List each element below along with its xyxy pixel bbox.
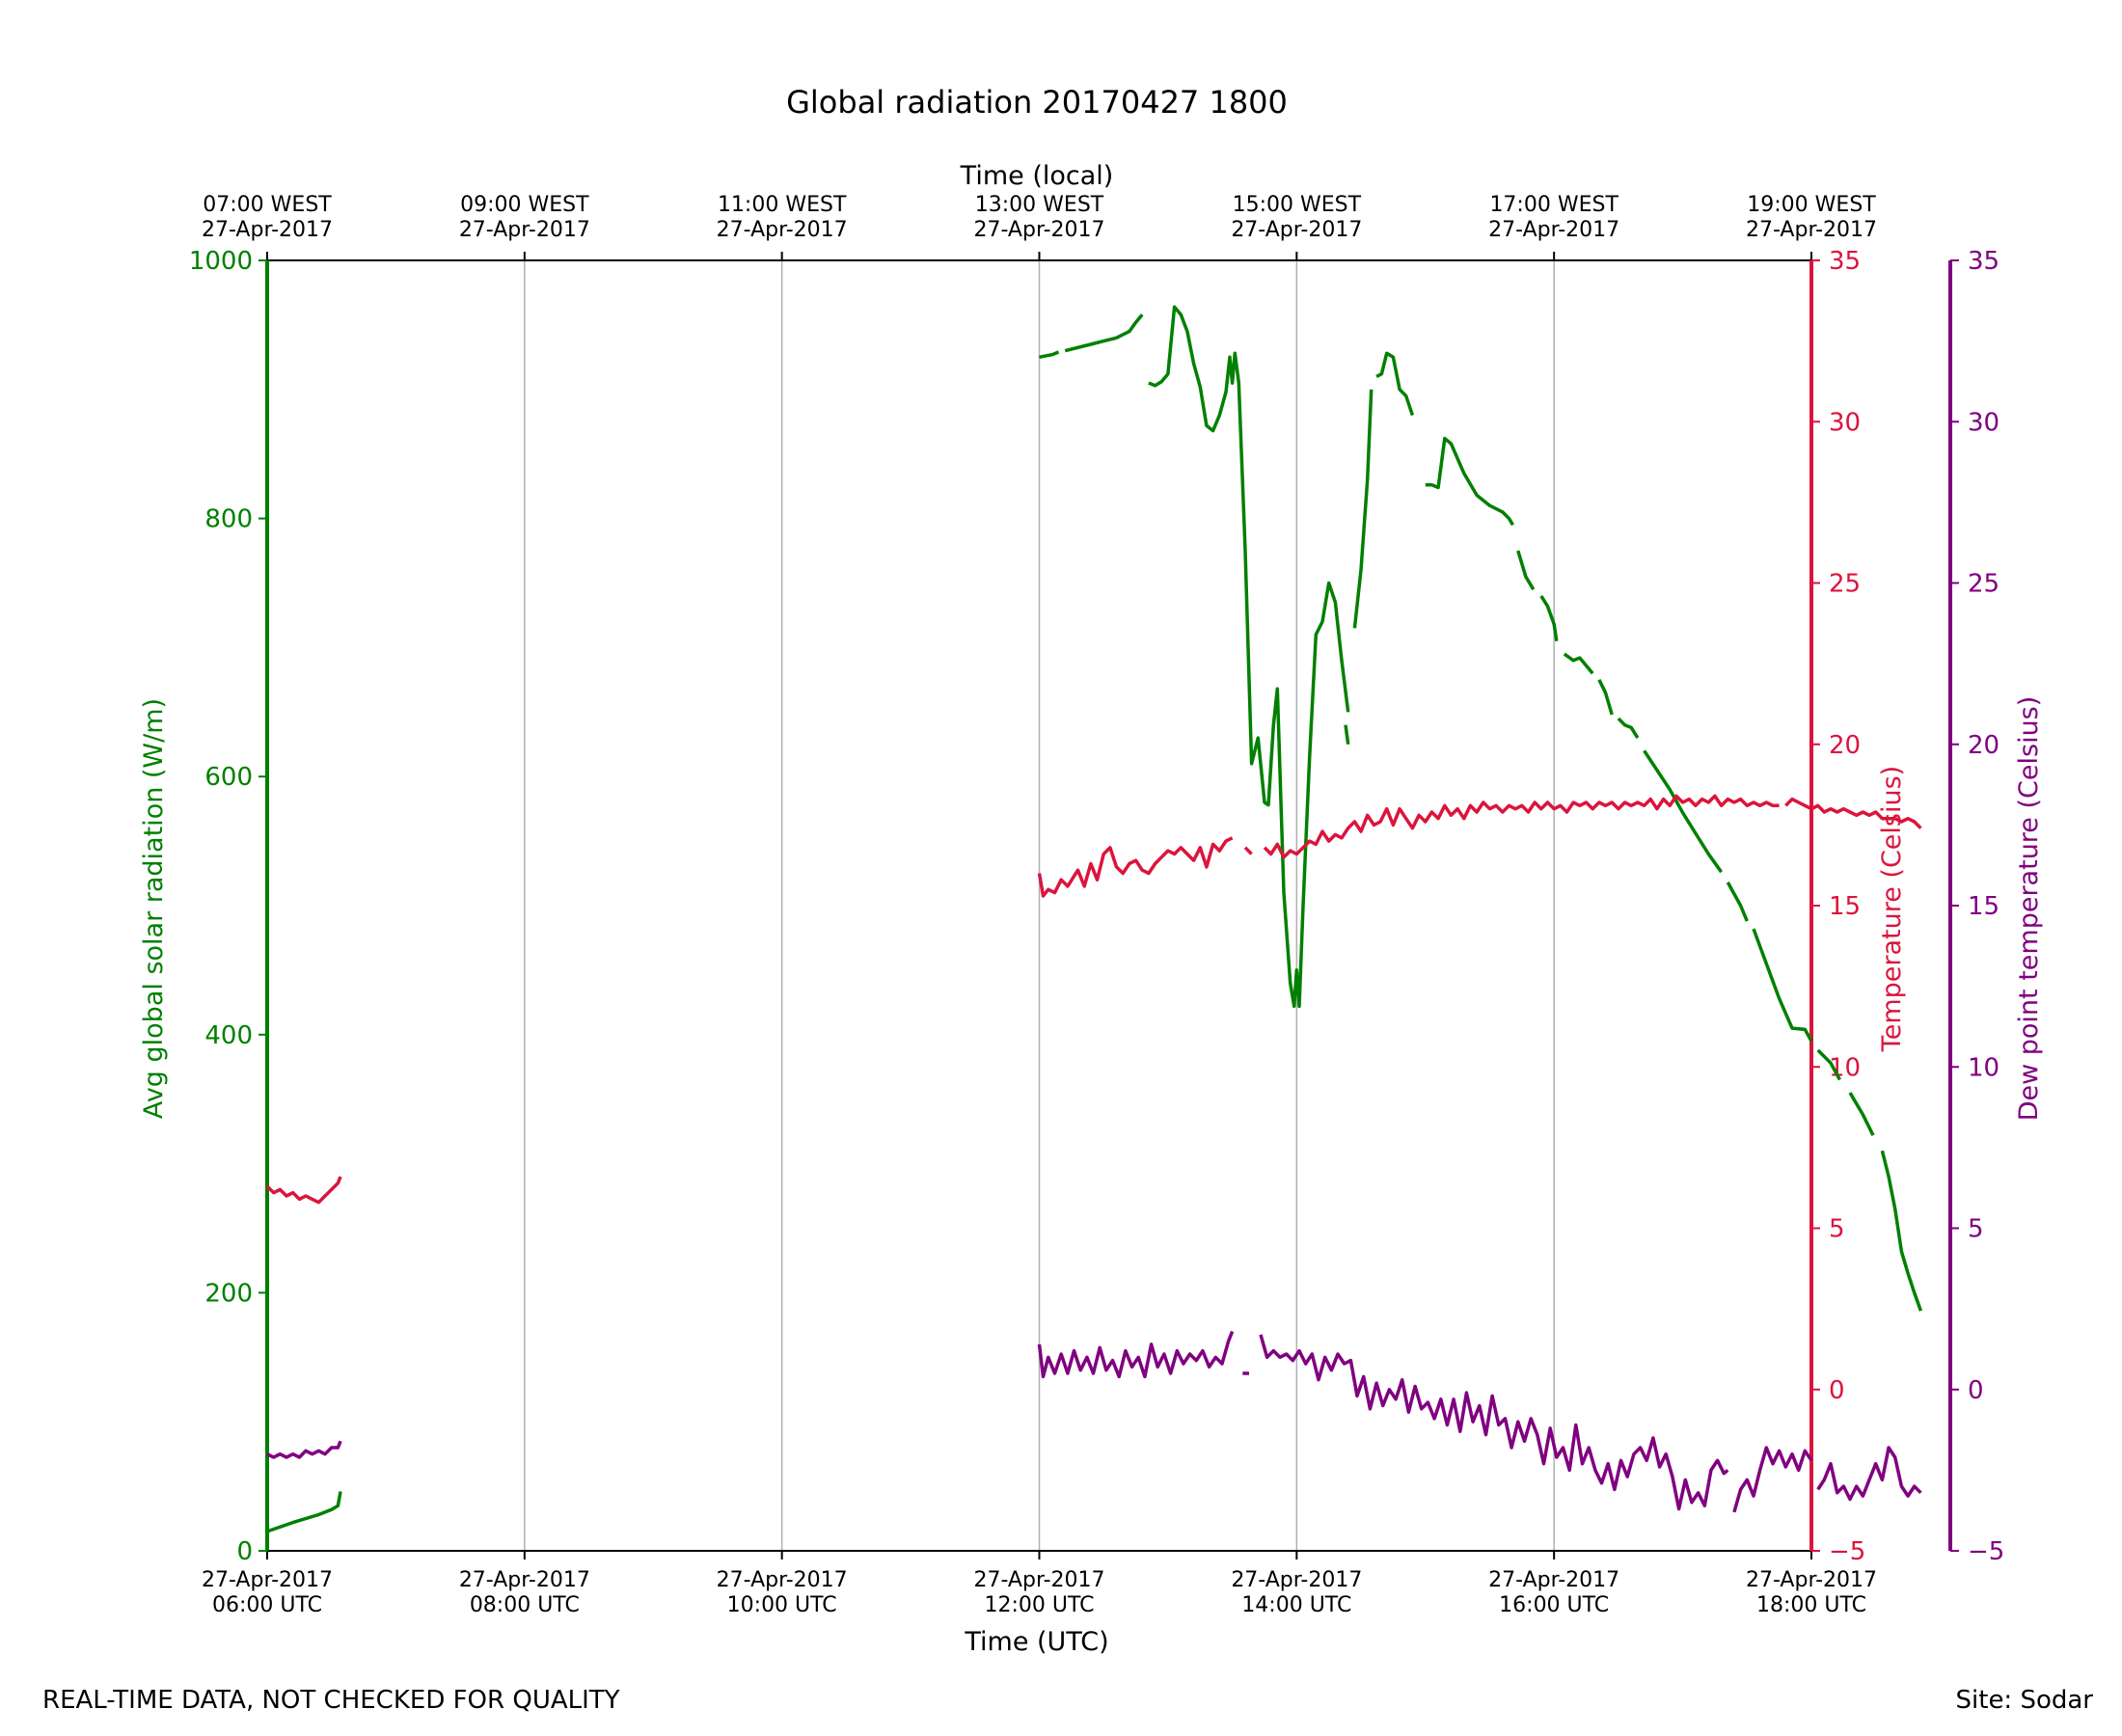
dewpoint-axis-label: Dew point temperature (Celsius) <box>2014 696 2044 1122</box>
x-tick-label: 27-Apr-2017 <box>1746 1568 1877 1592</box>
radiation-line <box>1344 724 1350 746</box>
radiation-line <box>1880 1150 1923 1312</box>
x-tick-label: 14:00 UTC <box>1241 1593 1351 1617</box>
temperature-line <box>1037 836 1234 898</box>
x2-tick-label: 11:00 WEST <box>718 193 847 217</box>
x2-tick-label: 27-Apr-2017 <box>717 218 848 242</box>
radiation-line <box>1425 436 1515 527</box>
x-tick-label: 10:00 UTC <box>727 1593 837 1617</box>
temperature-line <box>1243 846 1253 855</box>
footer-disclaimer: REAL-TIME DATA, NOT CHECKED FOR QUALITY <box>42 1686 620 1715</box>
temperature-axis-label: Temperature (Celsius) <box>1877 766 1907 1052</box>
y2-tick-label: 0 <box>1829 1376 1845 1405</box>
x2-tick-label: 19:00 WEST <box>1747 193 1876 217</box>
radiation-line <box>1375 351 1415 417</box>
radiation-line <box>1617 717 1640 740</box>
x-tick-label: 27-Apr-2017 <box>1231 1568 1362 1592</box>
dewpoint-line <box>1037 1330 1235 1379</box>
y-tick-label: 0 <box>236 1537 253 1566</box>
x-tick-label: 12:00 UTC <box>984 1593 1094 1617</box>
x-tick-label: 27-Apr-2017 <box>717 1568 848 1592</box>
x-tick-label: 16:00 UTC <box>1499 1593 1609 1617</box>
x2-tick-label: 27-Apr-2017 <box>459 218 590 242</box>
radiation-line <box>1752 928 1813 1043</box>
chart-title: Global radiation 20170427 1800 <box>786 84 1288 121</box>
x-tick-label: 27-Apr-2017 <box>459 1568 590 1592</box>
temperature-line <box>1263 794 1780 859</box>
x2-tick-label: 13:00 WEST <box>975 193 1104 217</box>
x2-tick-label: 27-Apr-2017 <box>1488 218 1619 242</box>
y-tick-label: 600 <box>204 763 253 792</box>
y2-tick-label: 15 <box>1829 892 1861 921</box>
radiation-line <box>1643 749 1724 874</box>
y3-tick-label: 15 <box>1968 892 2000 921</box>
x2-tick-label: 09:00 WEST <box>460 193 589 217</box>
y3-tick-label: 5 <box>1968 1215 1984 1244</box>
y2-tick-label: 5 <box>1829 1215 1845 1244</box>
radiation-line <box>1539 594 1559 641</box>
radiation-line <box>1597 679 1614 716</box>
x2-tick-label: 27-Apr-2017 <box>973 218 1104 242</box>
y2-tick-label: −5 <box>1829 1537 1865 1566</box>
y2-tick-label: 35 <box>1829 247 1861 276</box>
x-tick-label: 27-Apr-2017 <box>973 1568 1104 1592</box>
y3-tick-label: 35 <box>1968 247 2000 276</box>
x-tick-label: 08:00 UTC <box>470 1593 580 1617</box>
radiation-line <box>266 1491 342 1533</box>
y3-tick-label: −5 <box>1968 1537 2004 1566</box>
radiation-line <box>1352 389 1374 629</box>
temperature-line <box>265 1176 342 1205</box>
y2-tick-label: 20 <box>1829 731 1861 760</box>
top-axis-label: Time (local) <box>960 161 1114 191</box>
x2-tick-label: 27-Apr-2017 <box>202 218 333 242</box>
x2-tick-label: 17:00 WEST <box>1489 193 1619 217</box>
y3-tick-label: 30 <box>1968 408 2000 437</box>
dewpoint-line <box>1259 1334 1729 1511</box>
y-tick-label: 400 <box>204 1021 253 1050</box>
x-tick-label: 27-Apr-2017 <box>202 1568 333 1592</box>
x-tick-label: 27-Apr-2017 <box>1488 1568 1619 1592</box>
y2-tick-label: 25 <box>1829 570 1861 599</box>
radiation-line <box>1726 882 1749 922</box>
radiation-line <box>1516 550 1536 591</box>
temperature-line <box>1784 797 1922 829</box>
x2-tick-label: 07:00 WEST <box>203 193 332 217</box>
y3-tick-label: 20 <box>1968 731 2000 760</box>
y3-tick-label: 0 <box>1968 1376 1984 1405</box>
x2-tick-label: 27-Apr-2017 <box>1231 218 1362 242</box>
radiation-line <box>1563 652 1594 675</box>
y3-tick-label: 25 <box>1968 570 2000 599</box>
radiation-line <box>1148 305 1350 1009</box>
y3-tick-label: 10 <box>1968 1053 2000 1082</box>
x2-tick-label: 27-Apr-2017 <box>1746 218 1877 242</box>
radiation-line <box>1848 1092 1875 1136</box>
left-axis-label: Avg global solar radiation (W/m) <box>139 698 169 1119</box>
y-tick-label: 1000 <box>189 247 253 276</box>
footer-site: Site: Sodar <box>1955 1686 2093 1715</box>
radiation-line <box>1064 313 1144 353</box>
x-tick-label: 06:00 UTC <box>212 1593 322 1617</box>
x-tick-label: 18:00 UTC <box>1756 1593 1866 1617</box>
dewpoint-line <box>1732 1446 1813 1513</box>
dewpoint-line <box>1816 1446 1922 1502</box>
radiation-line <box>1039 350 1060 360</box>
y-tick-label: 800 <box>204 505 253 534</box>
y-tick-label: 200 <box>204 1279 253 1308</box>
radiation-line <box>1816 1048 1841 1081</box>
bottom-axis-label: Time (UTC) <box>964 1627 1108 1657</box>
y2-tick-label: 30 <box>1829 408 1861 437</box>
x2-tick-label: 15:00 WEST <box>1233 193 1362 217</box>
dewpoint-line <box>266 1440 342 1459</box>
